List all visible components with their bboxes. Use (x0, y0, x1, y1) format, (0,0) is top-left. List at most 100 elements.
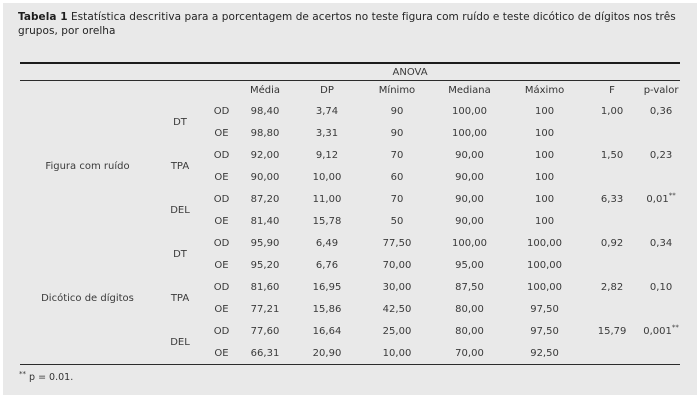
table-row: Dicótico de dígitos DT OD 95,90 6,49 77,… (20, 232, 680, 304)
f-cell: 6,33 (600, 193, 624, 205)
table-caption: Tabela 1 Estatística descritiva para a p… (18, 10, 681, 38)
pvalor-cell (642, 342, 680, 365)
header-spacer (155, 81, 205, 101)
subgroup-label: DEL (170, 204, 190, 216)
table-row: DEL OD 87,20 11,00 70 90,00 100 6,33 0,0… (20, 188, 680, 216)
maximo-cell: 97,50 (530, 303, 559, 315)
dp-cell: 3,31 (315, 127, 339, 139)
mediana-cell: 95,00 (455, 259, 484, 271)
anova-spacer-right (582, 63, 681, 82)
dp-cell: 10,00 (312, 171, 342, 183)
col-header-maximo: Máximo (524, 85, 565, 97)
statistics-table: ANOVA Média DP Mínimo Mediana Máximo F p… (20, 62, 681, 366)
media-cell: 81,40 (250, 215, 280, 227)
f-cell: 15,79 (597, 325, 627, 337)
ear-cell: OE (214, 215, 229, 227)
media-cell: 87,20 (250, 193, 280, 205)
table-panel: Tabela 1 Estatística descritiva para a p… (3, 3, 697, 395)
f-cell: 2,82 (600, 281, 624, 293)
col-header-mediana: Mediana (448, 85, 491, 97)
pvalor-cell (642, 122, 680, 144)
dp-cell: 16,64 (312, 325, 342, 337)
mediana-cell: 80,00 (455, 303, 484, 315)
media-cell: 98,80 (250, 127, 280, 139)
ear-cell: OD (213, 237, 230, 249)
media-cell: 77,21 (250, 303, 280, 315)
table-caption-label: Tabela 1 (18, 11, 68, 23)
minimo-cell: 70 (390, 193, 404, 205)
media-cell: 95,90 (250, 237, 280, 249)
table-caption-text: Estatística descritiva para a porcentage… (18, 11, 676, 38)
pvalor-cell: 0,23 (649, 149, 673, 161)
col-header-pvalor: p-valor (643, 85, 679, 97)
maximo-cell: 100,00 (527, 259, 563, 271)
ear-cell: OD (213, 193, 230, 205)
ear-cell: OD (213, 105, 230, 117)
maximo-cell: 100,00 (527, 237, 563, 249)
footnote-text: p = 0.01. (29, 372, 74, 384)
dp-cell: 15,78 (312, 215, 342, 227)
subgroup-label: DT (173, 116, 187, 128)
maximo-cell: 100,00 (527, 281, 563, 293)
header-spacer (20, 81, 155, 101)
col-header-minimo: Mínimo (378, 85, 416, 97)
table-row: DEL OD 77,60 16,64 25,00 80,00 97,50 15,… (20, 320, 680, 348)
maximo-cell: 100 (534, 171, 555, 183)
dp-cell: 15,86 (312, 303, 342, 315)
table-row: Figura com ruído DT OD 98,40 3,74 90 100… (20, 100, 680, 172)
maximo-cell: 100 (534, 149, 555, 161)
minimo-cell: 10,00 (382, 347, 412, 359)
minimo-cell: 70 (390, 149, 404, 161)
f-cell: 0,92 (600, 237, 624, 249)
minimo-cell: 70,00 (382, 259, 412, 271)
f-cell (582, 298, 642, 320)
mediana-cell: 90,00 (455, 215, 484, 227)
dp-cell: 20,90 (312, 347, 342, 359)
mediana-cell: 90,00 (455, 193, 484, 205)
mediana-cell: 90,00 (455, 149, 484, 161)
anova-header-row: ANOVA (20, 63, 681, 82)
table-row: OE 81,40 15,78 50 90,00 100 (20, 210, 680, 232)
maximo-cell: 100 (534, 193, 555, 205)
col-header-media: Média (249, 85, 281, 97)
minimo-cell: 60 (390, 171, 404, 183)
dp-cell: 6,49 (315, 237, 339, 249)
mediana-cell: 80,00 (455, 325, 484, 337)
subgroup-label: TPA (170, 160, 190, 172)
dp-cell: 11,00 (312, 193, 342, 205)
subgroup-label: DEL (170, 336, 190, 348)
table-row: TPA OD 92,00 9,12 70 90,00 100 1,50 0,23 (20, 144, 680, 172)
pvalor-cell: 0,001** (643, 323, 679, 337)
maximo-cell: 92,50 (530, 347, 559, 359)
minimo-cell: 30,00 (382, 281, 412, 293)
f-cell: 1,50 (600, 149, 624, 161)
pvalor-cell: 0,10 (649, 281, 673, 293)
media-cell: 90,00 (250, 171, 280, 183)
minimo-cell: 42,50 (382, 303, 412, 315)
pvalor-cell (642, 298, 680, 320)
pvalor-cell: 0,34 (649, 237, 673, 249)
minimo-cell: 50 (390, 215, 404, 227)
group-label: Dicótico de dígitos (41, 292, 134, 304)
mediana-cell: 70,00 (455, 347, 484, 359)
column-header-row: Média DP Mínimo Mediana Máximo F p-valor (20, 81, 680, 101)
mediana-cell: 100,00 (452, 237, 487, 249)
col-header-f: F (609, 85, 615, 97)
mediana-cell: 100,00 (452, 127, 487, 139)
f-cell (582, 210, 642, 232)
anova-header: ANOVA (238, 63, 583, 82)
dp-cell: 9,12 (315, 149, 339, 161)
mediana-cell: 87,50 (455, 281, 484, 293)
ear-cell: OE (214, 303, 229, 315)
mediana-cell: 100,00 (452, 105, 487, 117)
media-cell: 66,31 (250, 347, 280, 359)
table-row: OE 77,21 15,86 42,50 80,00 97,50 (20, 298, 680, 320)
minimo-cell: 90 (390, 105, 404, 117)
footnote-marker: ** (19, 370, 26, 379)
media-cell: 98,40 (250, 105, 280, 117)
pvalor-cell (642, 166, 680, 188)
minimo-cell: 25,00 (382, 325, 412, 337)
media-cell: 81,60 (250, 281, 280, 293)
media-cell: 77,60 (250, 325, 280, 337)
dp-cell: 3,74 (315, 105, 339, 117)
